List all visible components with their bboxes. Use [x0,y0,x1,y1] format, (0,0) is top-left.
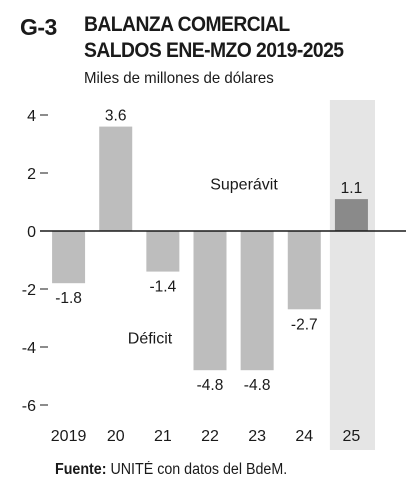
x-tick-label: 21 [154,428,172,445]
y-tick-label: 4 [27,108,36,125]
y-tick-label: 2 [27,166,36,183]
data-label: -2.7 [291,316,318,333]
chart-unit-subtitle: Miles de millones de dólares [84,70,274,87]
x-tick-label: 20 [107,428,125,445]
data-label: -1.4 [149,279,176,296]
x-tick-label: 22 [201,428,219,445]
bar-22 [193,231,227,371]
y-tick-label: -4 [22,340,36,357]
chart-number: G-3 [20,14,57,40]
annotation-surplus: Superávit [210,177,278,194]
data-label: 1.1 [341,180,363,197]
x-tick-label: 24 [295,428,313,445]
x-tick-label: 25 [343,428,361,445]
y-tick-label: 0 [27,224,36,241]
bar-20 [99,126,133,231]
source-note: Fuente: UNITÉ con datos del BdeM. [55,461,287,479]
chart-title-line-2: SALDOS ENE-MZO 2019-2025 [84,39,344,62]
y-tick-label: -6 [22,398,36,415]
bar-21 [146,231,180,272]
bar-2019 [52,231,86,284]
bar-chart: 420-2-4-6-1.820193.620-1.421-4.822-4.823… [22,100,406,450]
source-text: UNITÉ con datos del BdeM. [106,461,288,478]
bar-24 [287,231,321,310]
chart-title-line-1: BALANZA COMERCIAL [84,13,290,36]
y-tick-label: -2 [22,282,36,299]
chart-title: BALANZA COMERCIAL SALDOS ENE-MZO 2019-20… [84,12,344,64]
annotation-deficit: Déficit [128,330,173,347]
data-label: -1.8 [55,290,82,307]
data-label: 3.6 [105,108,127,125]
bar-23 [240,231,274,371]
bar-25 [334,199,368,231]
source-label: Fuente: [55,461,107,478]
data-label: -4.8 [197,377,224,394]
x-tick-label: 23 [248,428,266,445]
x-tick-label: 2019 [51,428,87,445]
data-label: -4.8 [244,377,271,394]
current-period-highlight [329,100,375,450]
